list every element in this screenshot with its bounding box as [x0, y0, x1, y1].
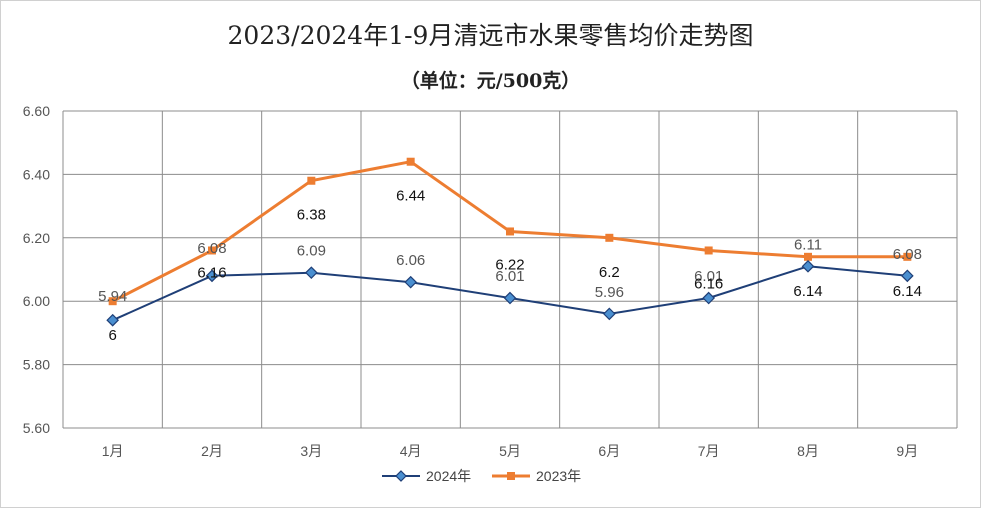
- x-tick-label: 1月: [102, 443, 124, 459]
- data-label: 6.16: [197, 264, 226, 281]
- x-tick-label: 5月: [499, 443, 521, 459]
- chart-subtitle: （单位：元/500克）: [400, 70, 581, 92]
- axes: 6.60 6.40 6.20 6.00 5.80 5.60 1月 2月 3月 4月 5月 6月 7月 8月…: [23, 103, 918, 459]
- legend-label: 2023年: [536, 468, 581, 484]
- data-point: [801, 259, 815, 273]
- data-label: 5.94: [98, 288, 127, 305]
- x-tick-label: 8月: [797, 443, 819, 459]
- data-point: [503, 291, 517, 305]
- data-label: 6.44: [396, 188, 425, 205]
- x-tick-label: 6月: [598, 443, 620, 459]
- data-point: [307, 176, 316, 185]
- series-group: [106, 157, 914, 327]
- data-point: [304, 266, 318, 280]
- data-point: [804, 252, 812, 261]
- data-point: [900, 269, 914, 283]
- data-label: 6.11: [794, 236, 822, 253]
- data-label: 6.16: [694, 275, 723, 292]
- y-tick-label: 5.60: [23, 420, 50, 436]
- data-label: 6.06: [396, 252, 425, 269]
- data-label: 6: [108, 327, 116, 344]
- y-tick-label: 6.40: [23, 166, 50, 182]
- x-tick-label: 9月: [896, 443, 918, 459]
- legend-label: 2024年: [426, 468, 471, 484]
- data-point: [404, 275, 418, 289]
- data-label: 6.08: [893, 246, 922, 263]
- data-label: 6.14: [893, 283, 922, 300]
- data-label: 6.01: [495, 268, 524, 285]
- data-point: [602, 307, 616, 321]
- data-label: 6.2: [599, 264, 620, 281]
- y-tick-label: 6.20: [23, 230, 50, 246]
- data-label: 6.22: [495, 256, 524, 273]
- data-labels: 5.94 6.08 6.09 6.06 6.01 5.96 6.01 6.11 6.08 6 6.1…: [98, 188, 922, 344]
- y-tick-label: 5.80: [23, 357, 50, 373]
- data-label: 6.14: [793, 283, 822, 300]
- data-point: [106, 313, 120, 327]
- x-tick-label: 2月: [201, 443, 223, 459]
- data-label: 6.08: [197, 240, 226, 257]
- x-tick-label: 4月: [400, 443, 422, 459]
- data-label: 6.09: [297, 243, 326, 260]
- chart-title: 2023/2024年1-9月清远市水果零售均价走势图: [227, 21, 754, 50]
- data-point: [506, 227, 514, 236]
- legend-marker: [395, 470, 407, 482]
- data-label: 6.38: [297, 207, 326, 224]
- data-point: [605, 233, 614, 242]
- data-point: [208, 246, 216, 255]
- data-point: [702, 291, 716, 305]
- legend-marker: [507, 472, 515, 480]
- y-tick-label: 6.00: [23, 293, 50, 309]
- data-point: [108, 297, 117, 306]
- data-point: [704, 246, 713, 255]
- data-point: [406, 157, 415, 166]
- data-point: [205, 269, 219, 283]
- x-tick-label: 3月: [300, 443, 322, 459]
- legend: 2024年 2023年: [382, 468, 581, 484]
- y-tick-label: 6.60: [23, 103, 50, 119]
- x-tick-label: 7月: [698, 443, 720, 459]
- data-point: [903, 252, 912, 261]
- data-label: 5.96: [595, 284, 624, 301]
- data-label: 6.01: [694, 268, 723, 285]
